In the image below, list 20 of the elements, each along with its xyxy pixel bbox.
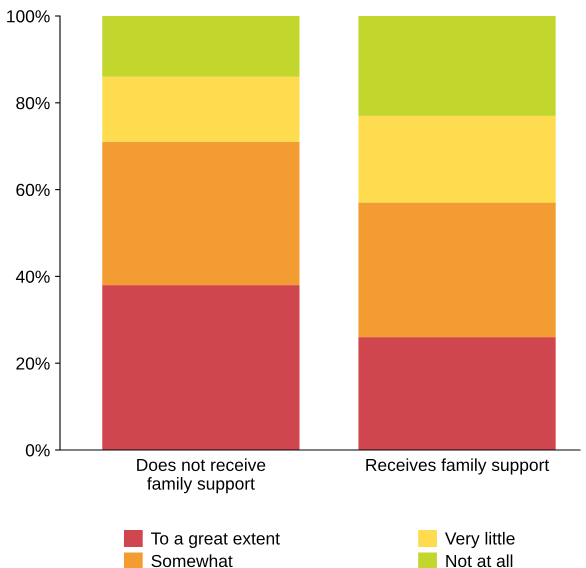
y-tick-label: 0%	[26, 444, 50, 456]
legend-label: Somewhat	[151, 554, 233, 568]
legend-label: Very little	[444, 532, 515, 548]
legend-label: Not at all	[446, 554, 512, 568]
y-tick-label: 60%	[16, 184, 50, 196]
bar	[102, 76, 300, 142]
y-tick-label: 40%	[16, 270, 50, 283]
bar	[102, 16, 300, 77]
y-tick-label: 100%	[7, 10, 50, 22]
x-tick-label: Receives family support	[366, 458, 550, 475]
bar	[358, 116, 556, 203]
legend-label: To a great extent	[151, 532, 280, 548]
y-tick-label: 20%	[16, 357, 50, 370]
bar	[358, 202, 556, 338]
x-tick-label: Does not receive family support	[137, 458, 266, 494]
bar	[102, 142, 300, 286]
bar	[358, 337, 556, 450]
bar	[102, 285, 300, 450]
bar	[358, 16, 556, 116]
y-tick-label: 80%	[16, 96, 50, 110]
